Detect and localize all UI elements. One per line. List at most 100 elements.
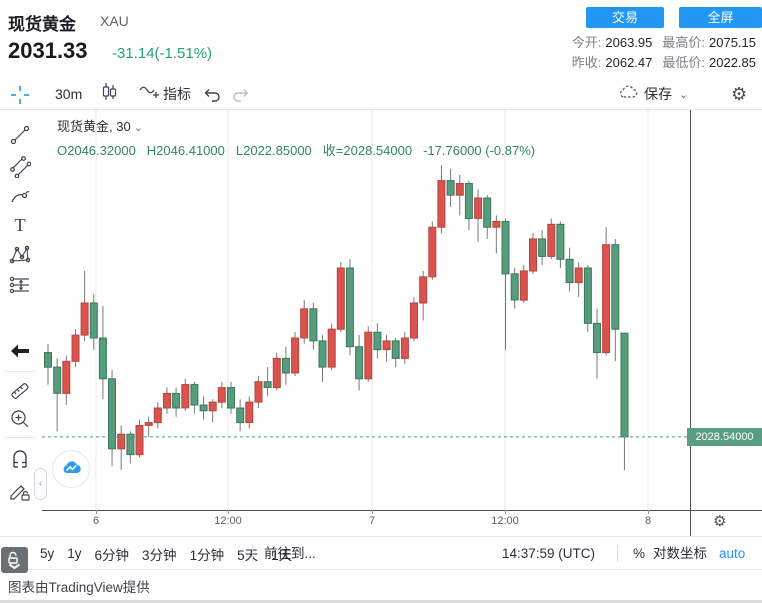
chart-style-button[interactable] <box>99 82 119 106</box>
stat-value: 2022.85 <box>709 55 756 70</box>
price-axis-border[interactable] <box>690 110 691 536</box>
drawing-toolbar: T <box>0 86 40 536</box>
xabcd-pattern-tool[interactable] <box>9 244 31 266</box>
save-button[interactable]: 保存 ⌄ <box>617 82 688 106</box>
undo-button[interactable] <box>203 82 221 106</box>
range-tab-6分钟[interactable]: 6分钟 <box>94 547 130 563</box>
redo-button[interactable] <box>232 82 250 106</box>
indicators-button[interactable]: 指标 <box>138 82 191 106</box>
measure-tool[interactable] <box>9 380 31 402</box>
time-axis-label: 8 <box>644 515 652 527</box>
collapse-icon: ‹ <box>38 478 43 489</box>
tradingview-credit: 图表由TradingView提供 <box>8 580 150 595</box>
legend-value: -17.76000 (-0.87%) <box>423 143 536 158</box>
timezone-clock[interactable]: 14:37:59 (UTC) <box>502 546 596 561</box>
unlock-chevron-icon <box>8 551 21 569</box>
legend-chevron-icon: ⌄ <box>133 122 143 134</box>
stat-label: 最低价: <box>662 55 705 70</box>
last-price: 2031.33 <box>8 38 88 63</box>
redo-icon <box>233 89 249 102</box>
date-range-tabs: 5y 1y 6分钟 3分钟 1分钟 5天 1天 <box>40 537 292 570</box>
symbol-code: XAU <box>100 13 129 29</box>
auto-scale-button[interactable]: auto <box>719 546 746 561</box>
stats-row: 昨收: 2062.47 最低价: 2022.85 <box>562 53 756 73</box>
save-chevron-icon[interactable]: ⌄ <box>679 88 689 101</box>
time-axis-tick <box>505 510 506 514</box>
tradingview-logo-icon <box>63 461 81 474</box>
legend-value: 收=2028.54000 <box>322 143 413 158</box>
chart-legend: 现货黄金, 30 ⌄ O2046.32000 H2046.41000 L2022.85… <box>57 116 535 158</box>
cloud-icon <box>617 84 639 105</box>
legend-ohlc-values: O2046.32000 H2046.41000 L2022.85000 收=2028.… <box>57 140 546 159</box>
gear-icon: ⚙ <box>731 83 748 104</box>
text-tool[interactable]: T <box>14 215 26 235</box>
magnet-tool[interactable] <box>9 448 31 470</box>
range-tab-1天[interactable]: 1天 <box>271 547 293 563</box>
legend-symbol[interactable]: 现货黄金, 30 ⌄ <box>57 119 143 134</box>
bottom-toolbar: 5y 1y 6分钟 3分钟 1分钟 5天 1天 前往到... 14:37:59 (UTC) … <box>0 536 762 570</box>
stat-label: 昨收: <box>571 55 602 70</box>
time-axis-tick <box>648 510 649 514</box>
time-axis-tick <box>96 510 97 514</box>
toolbar-separator <box>617 545 618 562</box>
goto-date-button[interactable]: 前往到... <box>264 546 316 561</box>
time-axis-label: 6 <box>92 515 100 527</box>
drawing-lock-tool[interactable] <box>9 480 31 502</box>
crosshair-tool[interactable] <box>9 84 31 106</box>
time-axis-line[interactable] <box>42 510 762 511</box>
interval-label: 30m <box>55 86 83 102</box>
legend-value: H2046.41000 <box>146 143 225 158</box>
settings-button[interactable]: ⚙ <box>731 82 747 106</box>
range-tab-1y[interactable]: 1y <box>67 546 82 561</box>
time-axis-label: 7 <box>368 515 376 527</box>
stat-value: 2063.95 <box>605 35 653 50</box>
indicator-wave-icon <box>138 82 159 107</box>
range-tab-3分钟[interactable]: 3分钟 <box>142 547 177 563</box>
stat-label: 今开: <box>571 35 602 50</box>
symbol-name: 现货黄金 <box>8 15 76 34</box>
brush-tool[interactable] <box>9 186 31 208</box>
percent-scale-button[interactable]: % <box>633 546 646 561</box>
projection-tool[interactable] <box>9 274 31 296</box>
range-tab-5天[interactable]: 5天 <box>237 547 259 563</box>
time-axis-tick <box>228 510 229 514</box>
tradingview-watermark[interactable] <box>52 450 90 488</box>
candlestick-chart[interactable] <box>42 110 690 510</box>
range-tab-1分钟[interactable]: 1分钟 <box>189 547 225 563</box>
legend-value: L2022.85000 <box>235 143 312 158</box>
time-axis-tick <box>372 510 373 514</box>
collapse-toolbar-handle[interactable]: ‹ <box>34 468 47 500</box>
save-label: 保存 <box>644 86 672 102</box>
stat-label: 最高价: <box>662 35 705 50</box>
toolbar-separator <box>4 437 36 438</box>
arrow-marker-tool[interactable] <box>9 340 31 362</box>
gann-fib-tool[interactable] <box>9 156 32 179</box>
toolbar-separator <box>252 545 253 562</box>
candlestick-icon <box>99 82 119 107</box>
stat-value: 2075.15 <box>709 35 756 50</box>
daily-stats: 今开: 2063.95 最高价: 2075.15 昨收: 2062.47 最低价: 2022.… <box>562 33 756 73</box>
fullscreen-button[interactable]: 全屏 <box>679 7 762 28</box>
time-axis-label: 12:00 <box>491 515 519 527</box>
trend-line-tool[interactable] <box>9 124 31 146</box>
time-axis-label: 12:00 <box>214 515 242 527</box>
stats-row: 今开: 2063.95 最高价: 2075.15 <box>562 33 756 53</box>
range-tab-5y[interactable]: 5y <box>40 546 55 561</box>
legend-value: O2046.32000 <box>57 143 136 158</box>
axis-settings-button[interactable]: ⚙ <box>713 512 726 530</box>
chart-toolbar: 30m 指标 <box>0 78 762 110</box>
hide-drawings-button[interactable] <box>1 547 28 573</box>
zoom-in-tool[interactable] <box>9 408 31 430</box>
price-change: -31.14(-1.51%) <box>112 45 213 62</box>
indicators-label: 指标 <box>163 86 191 102</box>
interval-selector[interactable]: 30m <box>55 82 82 106</box>
current-price-label: 2028.54000 <box>687 428 762 446</box>
footer: 图表由TradingView提供 <box>0 570 762 600</box>
bottom-strip <box>0 600 762 603</box>
toolbar-separator <box>4 371 36 372</box>
undo-icon <box>204 89 220 102</box>
log-scale-button[interactable]: 对数坐标 <box>653 546 707 561</box>
trade-button[interactable]: 交易 <box>586 7 664 28</box>
axis-gear-icon: ⚙ <box>713 513 727 530</box>
